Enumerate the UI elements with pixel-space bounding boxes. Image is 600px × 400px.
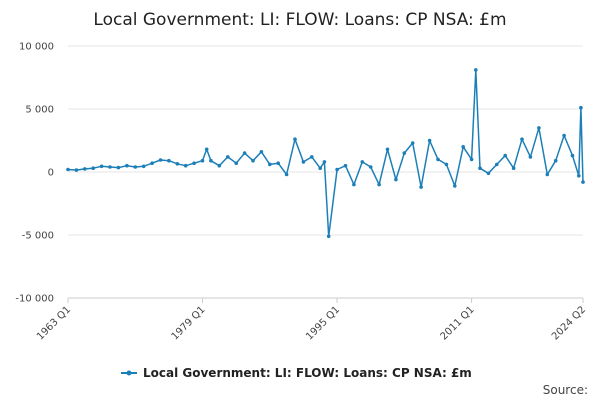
x-axis: 1963 Q1 1979 Q1 1995 Q1 2011 Q1 2024 Q2	[35, 297, 588, 342]
legend-label: Local Government: LI: FLOW: Loans: CP NS…	[143, 366, 472, 380]
data-point[interactable]	[108, 165, 112, 169]
data-point[interactable]	[133, 165, 138, 169]
series-line	[67, 69, 584, 238]
data-point[interactable]	[385, 147, 390, 152]
x-tick-label: 1979 Q1	[170, 304, 208, 342]
y-tick-label: 10 000	[19, 42, 54, 53]
data-point[interactable]	[66, 167, 70, 172]
data-point[interactable]	[495, 162, 499, 167]
data-point[interactable]	[276, 161, 281, 165]
data-point[interactable]	[427, 138, 432, 143]
x-tick-label: 2024 Q2	[550, 304, 588, 342]
data-point[interactable]	[310, 155, 314, 159]
data-point[interactable]	[570, 153, 575, 158]
data-point[interactable]	[141, 164, 146, 169]
data-point[interactable]	[394, 177, 398, 182]
x-tick-label: 1995 Q1	[304, 304, 342, 342]
series-layer	[66, 68, 585, 239]
data-point[interactable]	[234, 161, 238, 165]
data-point[interactable]	[293, 137, 297, 141]
y-tick-label: -5 000	[22, 231, 54, 242]
data-point[interactable]	[318, 166, 323, 170]
data-point[interactable]	[503, 153, 508, 158]
data-point[interactable]	[301, 160, 306, 164]
data-point[interactable]	[486, 171, 491, 176]
data-point[interactable]	[352, 182, 356, 187]
source-label: Source:	[543, 383, 588, 397]
data-point[interactable]	[99, 164, 104, 169]
data-point[interactable]	[562, 133, 566, 138]
data-point[interactable]	[259, 150, 264, 154]
data-point[interactable]	[125, 163, 129, 168]
data-point[interactable]	[419, 185, 423, 189]
data-point[interactable]	[167, 158, 171, 163]
data-point[interactable]	[74, 168, 79, 172]
data-point[interactable]	[436, 157, 440, 162]
data-point[interactable]	[537, 126, 541, 130]
data-point[interactable]	[284, 172, 289, 177]
data-point[interactable]	[453, 184, 457, 188]
data-point[interactable]	[410, 141, 415, 145]
data-point[interactable]	[83, 167, 87, 171]
data-point[interactable]	[581, 180, 585, 184]
data-point[interactable]	[200, 158, 205, 163]
y-tick-label: -10 000	[15, 294, 54, 305]
data-point[interactable]	[577, 174, 581, 178]
data-point[interactable]	[520, 137, 524, 141]
data-point[interactable]	[335, 167, 339, 172]
data-point[interactable]	[116, 165, 121, 170]
data-point[interactable]	[553, 158, 558, 163]
data-point[interactable]	[579, 105, 583, 110]
chart-title: Local Government: LI: FLOW: Loans: CP NS…	[93, 10, 506, 30]
data-point[interactable]	[91, 166, 95, 170]
data-point[interactable]	[268, 162, 272, 167]
data-point[interactable]	[545, 172, 550, 177]
data-point[interactable]	[150, 161, 154, 165]
data-point[interactable]	[528, 155, 533, 159]
y-axis: 10 000 5 000 0 -5 000 -10 000	[15, 42, 54, 305]
data-point[interactable]	[461, 145, 466, 149]
data-point[interactable]	[217, 163, 222, 168]
legend[interactable]: Local Government: LI: FLOW: Loans: CP NS…	[121, 366, 472, 380]
data-point[interactable]	[209, 158, 213, 163]
data-point[interactable]	[242, 151, 247, 155]
y-tick-label: 0	[48, 168, 54, 179]
data-point[interactable]	[474, 68, 478, 72]
data-point[interactable]	[158, 158, 163, 162]
data-point[interactable]	[377, 182, 381, 187]
x-tick-label: 1963 Q1	[35, 304, 73, 342]
data-point[interactable]	[183, 163, 188, 168]
data-point[interactable]	[444, 162, 449, 167]
data-point[interactable]	[360, 160, 365, 164]
data-point[interactable]	[469, 157, 474, 162]
y-tick-label: 5 000	[25, 105, 54, 116]
data-point[interactable]	[511, 166, 516, 170]
data-point[interactable]	[175, 162, 180, 166]
data-point[interactable]	[326, 234, 331, 239]
legend-marker-icon	[126, 370, 132, 376]
x-tick-label: 2011 Q1	[439, 304, 477, 342]
data-point[interactable]	[343, 163, 348, 168]
data-point[interactable]	[368, 165, 373, 169]
data-point[interactable]	[226, 155, 230, 159]
data-point[interactable]	[322, 160, 327, 164]
data-point[interactable]	[402, 151, 407, 155]
data-point[interactable]	[204, 147, 209, 152]
data-point[interactable]	[192, 161, 196, 165]
data-point[interactable]	[478, 166, 482, 170]
data-point[interactable]	[251, 158, 255, 163]
